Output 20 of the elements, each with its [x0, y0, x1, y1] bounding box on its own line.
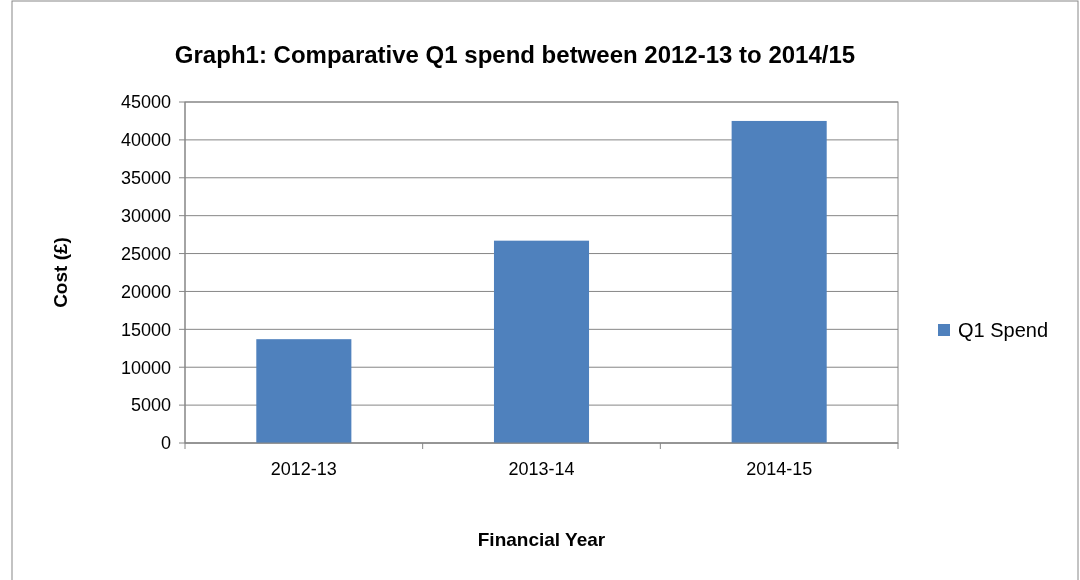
x-axis-title: Financial Year	[477, 529, 606, 550]
bar	[256, 339, 352, 443]
x-tick-label: 2014-15	[746, 459, 813, 479]
y-tick-label: 20000	[120, 281, 171, 302]
y-tick-label: 25000	[120, 243, 171, 264]
y-tick-label: 5000	[130, 395, 171, 416]
bar	[731, 120, 827, 443]
y-tick-label: 45000	[120, 92, 171, 113]
bar	[493, 240, 590, 443]
y-tick-label: 30000	[120, 205, 171, 226]
y-tick-label: 15000	[120, 319, 171, 340]
y-tick-label: 0	[160, 433, 171, 454]
y-tick-label: 10000	[120, 357, 171, 378]
x-tick-label: 2013-14	[508, 459, 575, 479]
y-axis-title: Cost (£)	[50, 237, 71, 308]
x-tick-label: 2012-13	[270, 459, 337, 479]
chart-title: Graph1: Comparative Q1 spend between 2012-13 to 2014/15	[174, 41, 856, 68]
legend-label: Q1 Spend	[958, 319, 1049, 341]
y-tick-label: 40000	[120, 130, 171, 151]
y-tick-label: 35000	[120, 168, 171, 189]
